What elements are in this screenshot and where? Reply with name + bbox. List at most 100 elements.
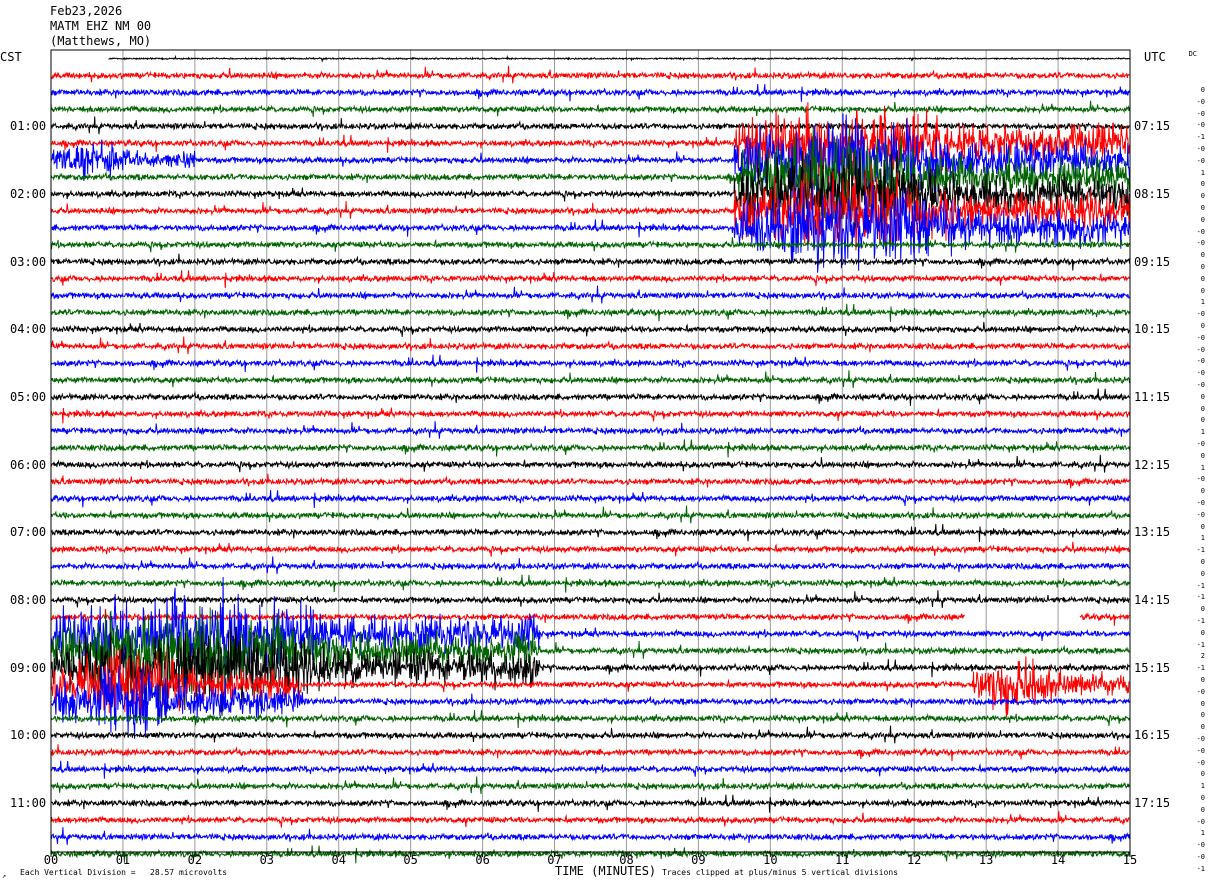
- trace-row-14: [50, 285, 1130, 304]
- scale-note: Each Vertical Division = 28.57 microvolt…: [20, 868, 228, 877]
- dc-offset-value: 0: [1200, 286, 1205, 295]
- right-time-label: 16:15: [1134, 728, 1171, 743]
- dc-offset-value: -0: [1196, 156, 1205, 165]
- dc-offset-value: -1: [1196, 581, 1205, 590]
- dc-offset-value: -1: [1196, 664, 1205, 673]
- station-code: MATM EHZ NM 00: [50, 19, 152, 33]
- dc-offset-value: 0: [1200, 274, 1205, 283]
- dc-offset-value: -0: [1196, 735, 1205, 743]
- dc-offset-value: 0: [1200, 805, 1205, 814]
- dc-offset-value: 0: [1200, 522, 1205, 531]
- dc-offset-value: 0: [1200, 215, 1205, 224]
- trace-row-28: [50, 523, 1130, 542]
- trace-row-16: [50, 321, 1130, 337]
- dc-offset-value: 1: [1200, 428, 1205, 437]
- dc-offset-value: 0: [1200, 86, 1205, 94]
- dc-offset-value: -0: [1196, 357, 1205, 366]
- dc-offset-value: 0: [1200, 770, 1205, 779]
- trace-row-46: [50, 827, 1130, 845]
- trace-row-43: [50, 776, 1130, 795]
- dc-offset-value: -0: [1196, 345, 1205, 354]
- trace-row-8: [50, 147, 1130, 237]
- dc-offset-value: 0: [1200, 263, 1205, 271]
- dc-offset-value: -1: [1196, 133, 1205, 142]
- trace-row-18: [50, 354, 1130, 373]
- right-time-label: 17:15: [1134, 796, 1171, 811]
- trace-row-21: [50, 407, 1130, 424]
- x-tick-label: 08: [619, 853, 634, 867]
- dc-offset-value: 1: [1200, 463, 1205, 472]
- dc-offset-value: -0: [1196, 381, 1205, 389]
- plot-frame: [50, 49, 1131, 857]
- clip-note: Traces clipped at plus/minus 5 vertical …: [662, 868, 899, 877]
- dc-offset-value: -0: [1196, 227, 1205, 236]
- dc-offset-value: 0: [1200, 416, 1205, 425]
- trace-row-40: [50, 725, 1130, 744]
- trace-row-30: [50, 556, 1130, 575]
- dc-offset-value: 0: [1200, 322, 1205, 330]
- x-tick-label: 01: [115, 853, 131, 867]
- left-time-label: 10:00: [10, 728, 47, 743]
- left-time-label: 02:00: [10, 186, 47, 201]
- x-tick-label: 04: [331, 853, 346, 867]
- trace-row-7: [50, 128, 1130, 219]
- dc-offset-value: 0: [1200, 628, 1205, 637]
- station-location: (Matthews, MO): [50, 34, 152, 48]
- dc-offset-value: -1: [1196, 640, 1205, 649]
- dc-offset-value: -0: [1196, 97, 1205, 106]
- right-time-label: 08:15: [1134, 186, 1171, 201]
- trace-row-19: [50, 370, 1130, 389]
- plot-border: [50, 49, 1131, 853]
- x-tick-label: 03: [259, 853, 275, 867]
- dc-offset-value: -0: [1196, 510, 1205, 519]
- right-time-label: 09:15: [1134, 254, 1171, 269]
- dc-offset-value: 0: [1200, 711, 1205, 720]
- trace-row-39: [50, 709, 1130, 729]
- trace-row-24: [50, 454, 1130, 473]
- x-tick-label: 05: [403, 853, 418, 867]
- dc-offset-value: -0: [1196, 499, 1205, 507]
- trace-row-22: [50, 421, 1130, 439]
- seismic-traces: [50, 54, 1131, 864]
- trace-row-5: [50, 102, 1130, 192]
- dc-offset-value: -1: [1196, 617, 1205, 625]
- trace-row-10: [50, 182, 1130, 273]
- trace-row-26: [50, 489, 1130, 509]
- trace-row-2: [50, 83, 1130, 102]
- dc-offset-value: -0: [1196, 475, 1205, 484]
- dc-offset-value: -0: [1196, 145, 1205, 153]
- dc-offset-value: 0: [1200, 723, 1205, 732]
- dc-offset-value: 1: [1200, 168, 1205, 177]
- trace-row-20: [50, 388, 1130, 406]
- trace-row-25: [50, 473, 1130, 489]
- dc-offset-value: 0: [1200, 699, 1205, 708]
- trace-row-37: [50, 647, 1130, 720]
- trace-row-4: [50, 116, 1130, 135]
- record-date: Feb23,2026: [50, 4, 123, 18]
- right-time-label: 10:15: [1134, 322, 1171, 337]
- right-time-label: 07:15: [1134, 119, 1171, 134]
- trace-row-47: [50, 845, 1130, 864]
- trace-row-15: [50, 303, 1130, 322]
- dc-offset-value: -0: [1196, 239, 1205, 248]
- dc-offset-value: -0: [1196, 310, 1205, 319]
- dc-offset-value: -0: [1196, 746, 1205, 755]
- dc-offset-value: 0: [1200, 392, 1205, 401]
- left-time-label: 06:00: [10, 457, 47, 472]
- dc-offset-header: DC: [1188, 50, 1197, 58]
- dc-offset-value: -0: [1196, 333, 1205, 342]
- trace-row-3: [50, 100, 1130, 117]
- x-tick-label: 00: [43, 853, 59, 867]
- dc-offset-value: -0: [1196, 853, 1205, 861]
- minute-gridlines: [122, 50, 1059, 852]
- left-time-label: 03:00: [10, 254, 47, 269]
- dc-offset-value: 0: [1200, 251, 1205, 260]
- x-tick-label: 11: [835, 853, 850, 867]
- dc-offset-value: -0: [1196, 440, 1205, 448]
- trace-row-36: [50, 626, 1130, 717]
- left-time-label: 01:00: [10, 119, 47, 134]
- x-tick-label: 15: [1122, 853, 1138, 867]
- trace-row-0: [108, 54, 1131, 63]
- left-time-label: 11:00: [10, 796, 47, 811]
- trace-row-33: [50, 608, 1130, 626]
